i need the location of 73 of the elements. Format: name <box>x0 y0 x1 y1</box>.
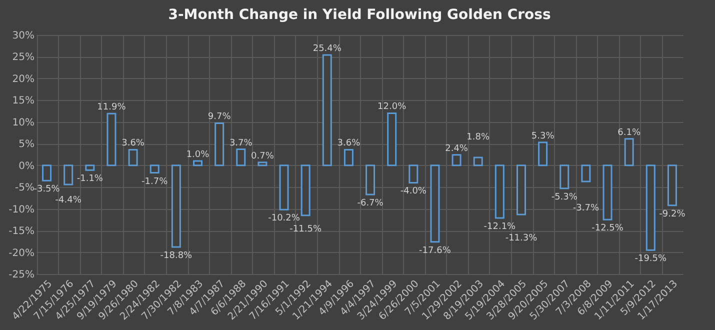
data-label: 3.6% <box>337 138 361 149</box>
y-tick-label: -5% <box>15 182 34 194</box>
data-label: -3.7% <box>572 203 600 214</box>
data-label: 6.1% <box>618 128 641 138</box>
y-tick-label: 20% <box>12 74 34 85</box>
bar <box>64 164 74 186</box>
bar <box>128 148 138 166</box>
bar <box>193 160 202 166</box>
bar <box>258 162 268 166</box>
data-label: -9.2% <box>659 209 686 220</box>
data-label: -18.8% <box>160 251 193 262</box>
bar <box>560 164 570 190</box>
bar <box>581 164 591 182</box>
chart-title: 3-Month Change in Yield Following Golden Cross <box>168 7 551 23</box>
bar <box>171 164 181 248</box>
data-label: 1.0% <box>186 150 210 160</box>
data-label: -19.5% <box>634 254 668 264</box>
y-tick-label: 30% <box>12 30 34 42</box>
y-tick-label: -25% <box>8 270 34 280</box>
data-label: -1.7% <box>142 176 168 187</box>
data-label: -4.0% <box>400 186 427 197</box>
y-tick-label: -15% <box>8 226 34 238</box>
data-label: 9.7% <box>208 112 232 122</box>
data-label: -12.1% <box>484 222 516 232</box>
data-label: 1.8% <box>466 132 490 143</box>
bar <box>150 164 160 174</box>
bar <box>387 112 397 166</box>
bar <box>214 122 224 166</box>
data-label: 25.4% <box>312 44 342 54</box>
bar <box>452 154 462 166</box>
bar <box>538 142 548 166</box>
y-tick-label: 5% <box>18 139 34 150</box>
bar <box>494 164 504 219</box>
bar <box>408 164 418 184</box>
bar <box>516 164 526 216</box>
bar <box>300 164 310 216</box>
data-label: 3.7% <box>229 138 253 148</box>
bar <box>106 112 116 166</box>
y-tick-label: 0% <box>18 160 34 172</box>
data-label: -11.3% <box>505 233 538 244</box>
data-label: -6.7% <box>357 198 384 208</box>
data-label: -17.6% <box>419 246 452 256</box>
bar <box>236 148 246 166</box>
bar <box>602 164 612 220</box>
data-label: -11.5% <box>290 224 322 234</box>
data-label: -4.4% <box>55 195 82 206</box>
bar <box>624 138 634 166</box>
data-label: -3.5% <box>34 184 60 195</box>
bar <box>366 164 376 196</box>
data-label: 2.4% <box>445 144 468 154</box>
y-tick-label: -20% <box>8 248 34 259</box>
data-label: 12.0% <box>378 102 407 112</box>
data-label: -5.3% <box>551 192 578 202</box>
y-tick-label: 15% <box>12 96 34 107</box>
bar <box>646 164 656 251</box>
data-label: 5.3% <box>531 131 555 142</box>
data-label: -1.1% <box>76 174 104 184</box>
bar <box>473 156 483 166</box>
bar <box>667 164 677 206</box>
bar <box>279 164 289 210</box>
data-label: 3.6% <box>122 138 145 149</box>
y-tick-label: -10% <box>8 204 34 216</box>
y-tick-label: 25% <box>12 52 34 64</box>
bar <box>322 54 332 166</box>
data-label: 11.9% <box>97 102 126 113</box>
data-label: -10.2% <box>268 214 300 224</box>
data-label: -12.5% <box>592 224 624 234</box>
data-label: 0.7% <box>251 151 274 162</box>
bar <box>344 148 354 166</box>
bar <box>85 164 95 171</box>
bar <box>42 164 52 182</box>
y-tick-label: 10% <box>12 117 34 128</box>
bar <box>430 164 440 243</box>
